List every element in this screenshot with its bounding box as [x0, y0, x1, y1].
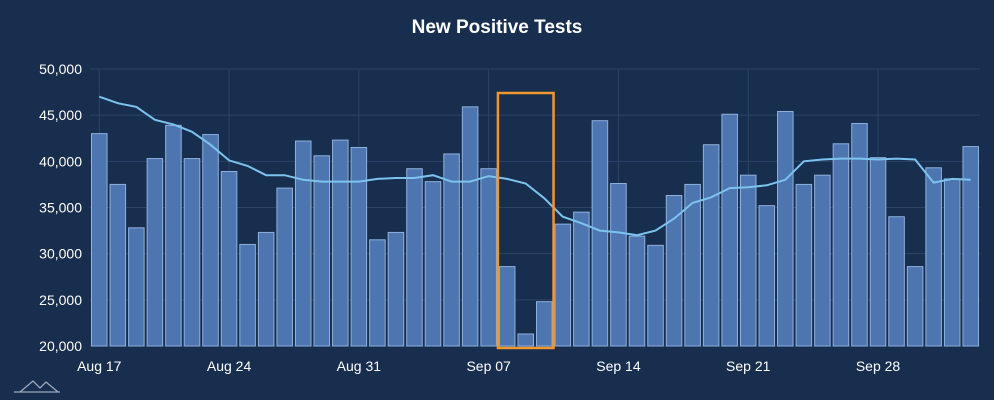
bar: [369, 239, 386, 347]
average-line: [98, 95, 971, 237]
bar: [962, 146, 979, 347]
bar: [777, 110, 794, 347]
bar: [814, 174, 831, 347]
x-tick-label: Sep 07: [466, 358, 511, 374]
y-tick-label: 45,000: [39, 107, 82, 123]
y-tick-label: 20,000: [39, 338, 82, 354]
logo-icon: [14, 380, 60, 393]
x-tick-label: Sep 21: [726, 358, 771, 374]
bar: [739, 174, 757, 347]
line-layer: [98, 95, 971, 237]
bar: [665, 194, 683, 347]
bar: [276, 187, 293, 347]
bar: [832, 143, 850, 347]
bar: [480, 168, 497, 347]
bar: [146, 158, 164, 347]
bar: [591, 120, 609, 347]
bar: [461, 106, 479, 347]
bar: [424, 181, 442, 347]
bar: [906, 266, 924, 347]
bar: [628, 235, 646, 347]
x-tick-label: Aug 31: [337, 358, 382, 374]
bar: [554, 223, 572, 347]
bar: [795, 183, 813, 347]
bar: [758, 205, 776, 347]
bar: [517, 333, 534, 347]
x-tick-label: Aug 24: [207, 358, 252, 374]
bar: [332, 139, 349, 347]
bar: [647, 244, 664, 347]
chart-title: New Positive Tests: [412, 17, 583, 38]
bar: [313, 155, 331, 347]
bar: [109, 183, 127, 347]
bar: [387, 231, 405, 347]
bar: [721, 113, 738, 347]
bar: [294, 140, 312, 347]
bar: [350, 146, 368, 347]
bar: [91, 133, 108, 347]
bar: [443, 153, 460, 347]
bar: [498, 266, 516, 347]
bar: [610, 182, 627, 347]
x-axis: Aug 17 Aug 24 Aug 31 Sep 07 Sep 14 Sep 21 Sep …: [77, 358, 900, 374]
bar: [888, 216, 905, 347]
highlight-layer: [496, 91, 555, 350]
y-tick-label: 40,000: [39, 153, 82, 169]
x-tick-label: Sep 14: [596, 358, 641, 374]
y-tick-label: 25,000: [39, 292, 82, 308]
bar-layer: [91, 106, 979, 347]
bar: [202, 134, 219, 347]
bar: [573, 211, 590, 347]
bar: [925, 167, 942, 347]
bar: [702, 144, 720, 347]
x-tick-label: Sep 28: [856, 358, 901, 374]
bar: [183, 158, 201, 347]
x-tick-label: Aug 17: [77, 358, 122, 374]
bar: [406, 168, 423, 347]
y-tick-label: 30,000: [39, 246, 82, 262]
bar: [128, 227, 145, 347]
y-tick-label: 35,000: [39, 200, 82, 216]
bar: [684, 183, 701, 347]
bar: [165, 124, 182, 347]
y-axis: 50,000 45,000 40,000 35,000 30,000 25,000 20,0…: [39, 61, 82, 354]
bar: [536, 301, 553, 347]
bar: [239, 243, 256, 347]
bar: [943, 178, 961, 347]
y-tick-label: 50,000: [39, 61, 82, 77]
bar: [851, 122, 868, 347]
bar: [220, 170, 238, 347]
highlight-box: [496, 91, 555, 350]
bar: [869, 157, 887, 347]
bar: [257, 231, 275, 347]
